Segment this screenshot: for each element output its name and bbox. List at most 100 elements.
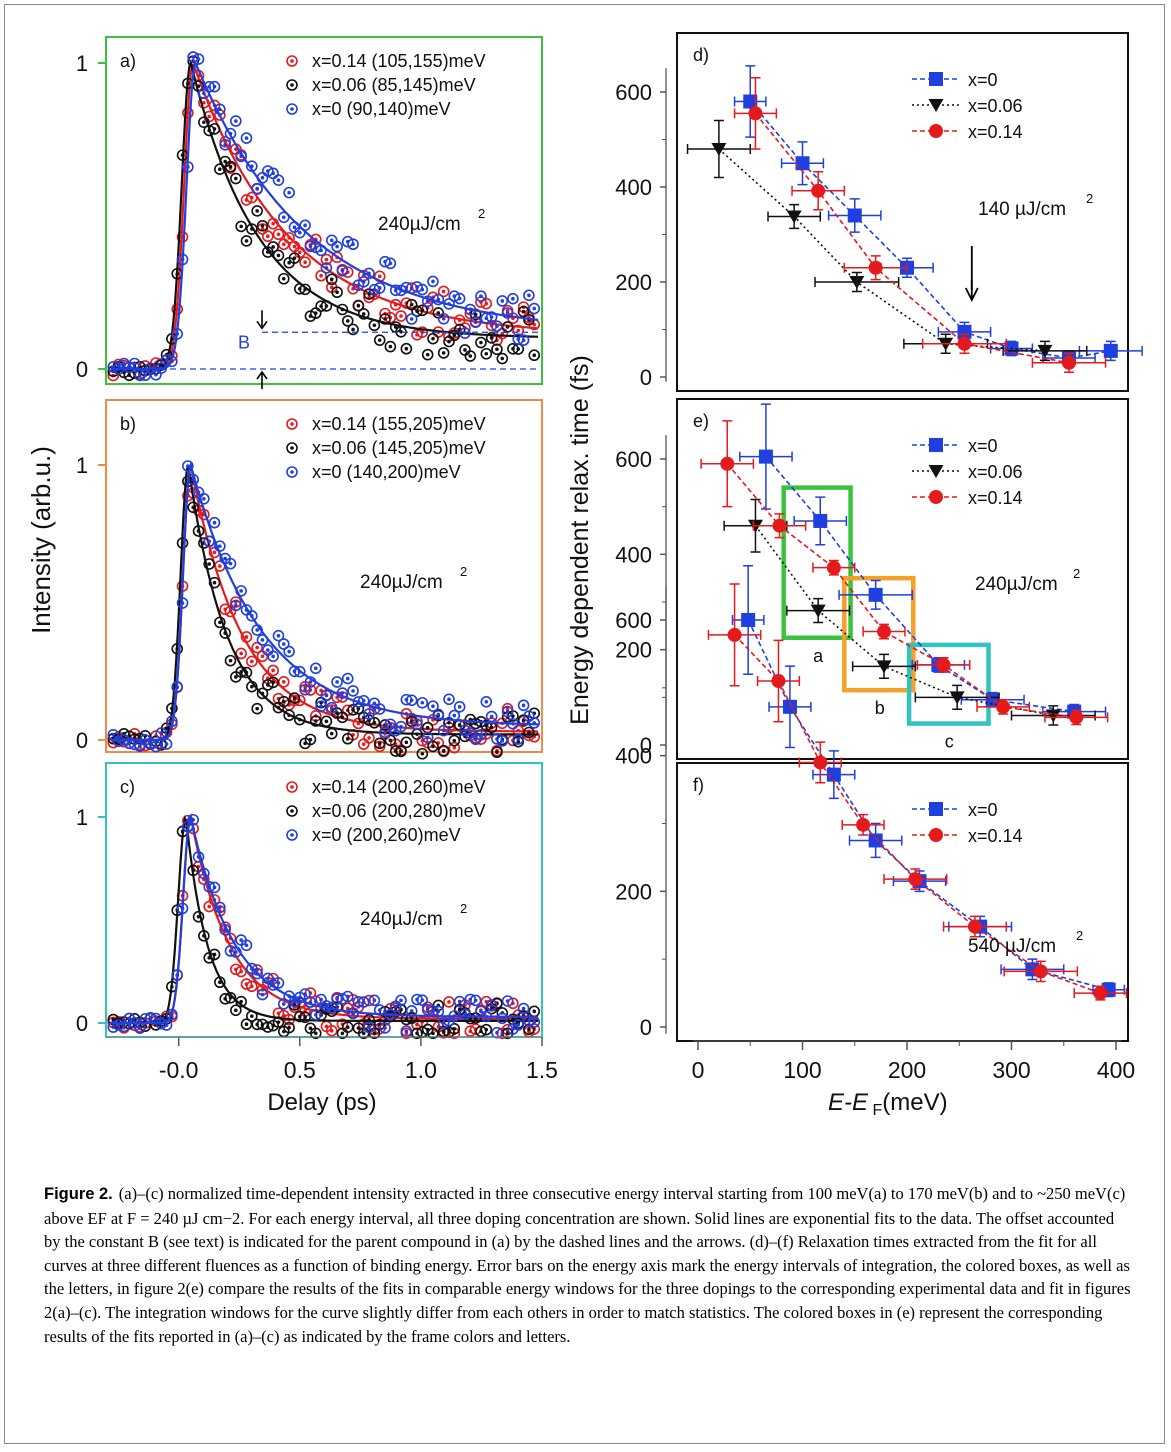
- data-point-ring: [320, 262, 333, 274]
- data-point: [267, 650, 279, 663]
- data-point-dot: [196, 57, 201, 61]
- data-point: [512, 733, 525, 745]
- data-point-dot: [212, 580, 217, 585]
- data-point-ring: [230, 115, 242, 127]
- fit-line: [110, 461, 539, 742]
- data-point-ring: [331, 240, 343, 253]
- data-point-dot: [516, 328, 521, 333]
- data-point-dot: [532, 1020, 537, 1024]
- data-point-dot: [329, 238, 334, 243]
- data-point: [373, 740, 386, 753]
- data-point-ring: [416, 304, 429, 317]
- data-point-ring: [491, 733, 503, 745]
- legend-marker-dot: [290, 83, 294, 87]
- data-point-dot: [409, 302, 414, 307]
- data-point-ring: [501, 307, 514, 319]
- data-point-dot: [361, 1000, 366, 1004]
- data-point-ring: [517, 699, 530, 712]
- data-point-ring: [373, 740, 386, 753]
- data-point-ring: [219, 138, 231, 151]
- data-point-ring: [240, 194, 253, 206]
- data-point-dot: [484, 351, 489, 356]
- data-point-ring: [427, 1027, 439, 1040]
- data-point-ring: [251, 702, 263, 715]
- data-point-dot: [276, 232, 281, 237]
- data-point-dot: [452, 738, 457, 743]
- data-point: [325, 727, 338, 740]
- data-point-dot: [377, 286, 382, 290]
- data-point-ring: [277, 638, 290, 650]
- data-point-dot: [335, 290, 339, 295]
- data-point-dot: [276, 1020, 281, 1024]
- data-point-dot: [431, 279, 435, 284]
- data-point-dot: [266, 648, 270, 652]
- data-point-dot: [218, 544, 222, 548]
- data-point-ring: [496, 295, 509, 307]
- data-point-ring: [283, 1021, 295, 1034]
- data-point-dot: [271, 668, 275, 673]
- data-point-ring: [379, 1022, 391, 1034]
- data-point: [320, 715, 333, 728]
- data-point-dot: [212, 952, 217, 957]
- legend-marker: [929, 828, 943, 842]
- xtick-label-right: 0: [692, 1057, 705, 1083]
- data-point: [299, 683, 311, 696]
- legend-label: x=0.06 (200,280)meV: [312, 801, 486, 821]
- data-point: [485, 999, 498, 1011]
- legend-marker-dot: [290, 833, 294, 837]
- data-point: [368, 994, 381, 1007]
- data-point: [331, 676, 343, 688]
- data-point-dot: [250, 984, 254, 989]
- data-point-dot: [271, 680, 275, 685]
- data-point-dot: [457, 296, 462, 301]
- data-point: [341, 315, 354, 327]
- data-point: [357, 276, 370, 288]
- data-point: [405, 1012, 418, 1025]
- data-point-dot: [521, 338, 526, 342]
- window-box-b: [842, 575, 916, 693]
- xtick-label-right: 200: [888, 1057, 926, 1083]
- data-point-dot: [399, 724, 403, 729]
- data-point-ring: [240, 666, 253, 679]
- fit-line: [110, 63, 539, 371]
- data-point-dot: [441, 351, 446, 355]
- data-point-dot: [377, 274, 382, 279]
- data-point-ring: [459, 724, 471, 737]
- data-point-ring: [331, 676, 343, 688]
- data-point-ring: [299, 988, 311, 1000]
- data-point-dot: [351, 689, 355, 693]
- data-point: [277, 272, 290, 285]
- data-point-dot: [260, 654, 265, 659]
- data-point-ring: [453, 995, 466, 1008]
- data-point: [437, 347, 450, 359]
- data-point: [315, 700, 327, 712]
- data-point: [118, 1020, 130, 1033]
- data-point-dot: [404, 346, 409, 351]
- data-point-dot: [495, 750, 499, 755]
- data-point-ring: [416, 696, 429, 709]
- window-box-label: c: [945, 732, 954, 752]
- data-point: [251, 641, 263, 654]
- x-label-main: E-E: [828, 1089, 869, 1116]
- data-point-dot: [505, 325, 510, 329]
- data-point: [517, 305, 530, 318]
- data-point-ring: [437, 724, 450, 737]
- legend-label: x=0 (200,260)meV: [312, 825, 461, 845]
- data-point-dot: [271, 245, 275, 249]
- data-point-dot: [500, 299, 505, 303]
- data-point-ring: [299, 283, 311, 296]
- data-point-dot: [271, 171, 275, 176]
- data-point-dot: [479, 733, 483, 737]
- data-point: [1061, 355, 1076, 370]
- data-point-dot: [425, 299, 430, 304]
- data-point-dot: [255, 186, 259, 191]
- fluence-exponent: 2: [1073, 566, 1080, 581]
- data-point-ring: [363, 1021, 375, 1034]
- data-point-ring: [272, 174, 285, 186]
- data-point-dot: [447, 1019, 451, 1023]
- data-point-ring: [309, 662, 322, 675]
- data-point-ring: [251, 641, 263, 654]
- data-point-dot: [244, 239, 249, 243]
- legend-marker: [929, 124, 943, 138]
- data-point-ring: [256, 687, 269, 700]
